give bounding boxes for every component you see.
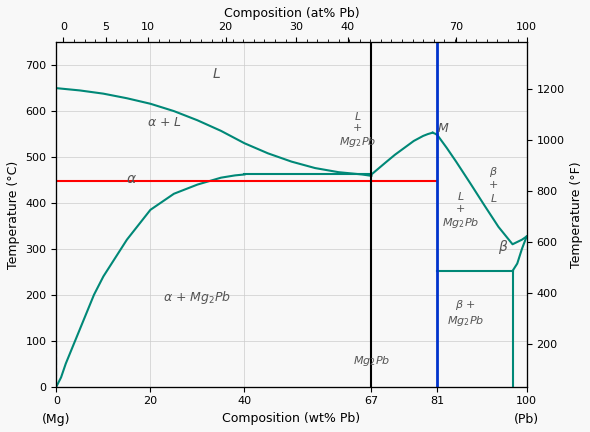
Text: $L$: $L$ xyxy=(212,67,221,81)
X-axis label: Composition (wt% Pb): Composition (wt% Pb) xyxy=(222,412,360,425)
Text: $M$: $M$ xyxy=(437,122,450,135)
Text: $L$
+
Mg$_2$Pb: $L$ + Mg$_2$Pb xyxy=(442,190,480,230)
X-axis label: Composition (at% Pb): Composition (at% Pb) xyxy=(224,7,359,20)
Text: $\beta$ +
Mg$_2$Pb: $\beta$ + Mg$_2$Pb xyxy=(447,298,484,328)
Text: $\alpha$: $\alpha$ xyxy=(126,172,137,186)
Text: $\beta$: $\beta$ xyxy=(498,238,509,256)
Text: $L$
+
Mg$_2$Pb: $L$ + Mg$_2$Pb xyxy=(339,110,376,149)
Text: $\beta$
+
$L$: $\beta$ + $L$ xyxy=(489,165,499,204)
Y-axis label: Temperature (°C): Temperature (°C) xyxy=(7,160,20,269)
Text: Mg$_2$Pb: Mg$_2$Pb xyxy=(353,354,390,368)
Text: (Mg): (Mg) xyxy=(42,413,71,426)
Text: $\alpha$ + Mg$_2$Pb: $\alpha$ + Mg$_2$Pb xyxy=(163,289,232,305)
Text: (Pb): (Pb) xyxy=(514,413,539,426)
Text: $\alpha$ + $L$: $\alpha$ + $L$ xyxy=(147,116,182,129)
Y-axis label: Temperature (°F): Temperature (°F) xyxy=(570,161,583,268)
